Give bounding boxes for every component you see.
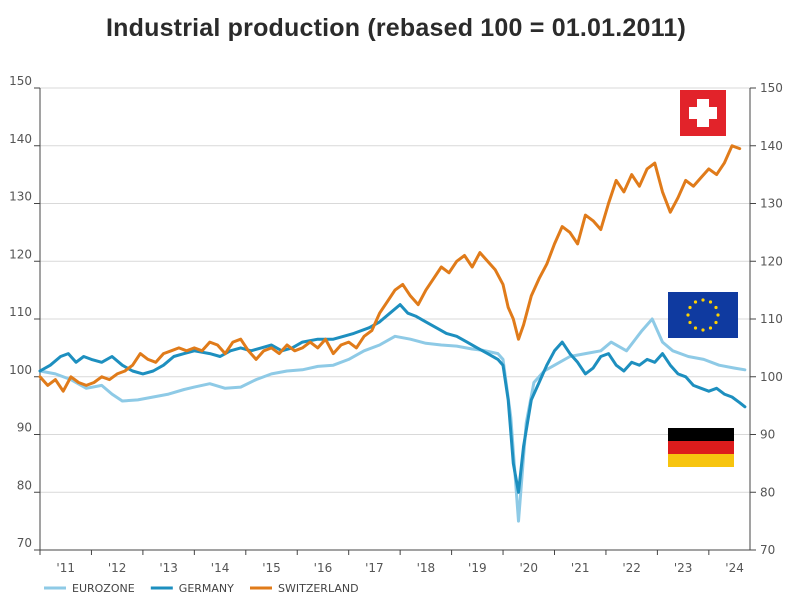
eu-star — [701, 298, 705, 302]
y-tick-label-left: 140 — [9, 132, 32, 146]
series-group — [38, 144, 747, 523]
y-tick-label-left: 120 — [9, 247, 32, 261]
germany-flag-icon — [668, 428, 734, 467]
x-tick-label: '17 — [365, 561, 384, 575]
x-tick-label: '13 — [159, 561, 178, 575]
eu-star — [701, 328, 705, 332]
series-line-germany — [38, 303, 747, 494]
y-tick-label-left: 80 — [17, 478, 32, 492]
x-tick-label: '21 — [571, 561, 590, 575]
eu-star — [714, 320, 718, 325]
legend: EUROZONE GERMANY SWITZERLAND — [44, 582, 359, 595]
y-tick-label-right: 110 — [760, 312, 783, 326]
gridlines — [40, 87, 750, 493]
y-tick-label-right: 70 — [760, 543, 775, 557]
y-tick-label-right: 100 — [760, 370, 783, 384]
switzerland-flag-icon — [680, 90, 726, 136]
legend-label-germany: GERMANY — [179, 582, 234, 595]
y-tick-label-right: 150 — [760, 81, 783, 95]
y-tick-label-left: 150 — [9, 74, 32, 88]
x-tick-label: '12 — [108, 561, 127, 575]
eu-flag-icon — [668, 292, 738, 338]
chart-title: Industrial production (rebased 100 = 01.… — [106, 14, 686, 42]
eu-star — [693, 326, 698, 330]
x-tick-label: '20 — [519, 561, 538, 575]
y-axis-left: 70 80 90 100 110 120 130 140 150 — [9, 74, 32, 550]
y-tick-label-left: 90 — [17, 421, 32, 435]
eu-star — [708, 300, 713, 304]
eu-star — [688, 320, 692, 325]
eu-star — [714, 305, 718, 310]
y-axis-right: 70 80 90 100 110 120 130 140 150 — [760, 81, 783, 557]
x-axis: '11 '12 '13 '14 '15 '16 '17 '18 '19 '20 '21 '22 '23 '… — [56, 561, 743, 575]
legend-label-eurozone: EUROZONE — [72, 582, 135, 595]
y-tick-label-left: 70 — [17, 536, 32, 550]
x-tick-label: '18 — [417, 561, 436, 575]
x-tick-label: '14 — [211, 561, 230, 575]
x-tick-label: '24 — [725, 561, 744, 575]
axes — [34, 87, 756, 555]
y-tick-label-left: 130 — [9, 190, 32, 204]
eu-star — [708, 326, 713, 330]
series-line-eurozone — [38, 317, 747, 523]
eu-star — [693, 300, 698, 304]
y-tick-label-right: 120 — [760, 254, 783, 268]
x-tick-label: '16 — [314, 561, 333, 575]
eu-star — [688, 305, 692, 310]
x-tick-label: '19 — [468, 561, 487, 575]
y-tick-label-right: 130 — [760, 197, 783, 211]
x-tick-label: '22 — [622, 561, 641, 575]
legend-label-switzerland: SWITZERLAND — [278, 582, 359, 595]
y-tick-label-left: 100 — [9, 363, 32, 377]
series-line-switzerland — [38, 144, 742, 393]
y-tick-label-left: 110 — [9, 305, 32, 319]
x-tick-label: '23 — [674, 561, 693, 575]
y-tick-label-right: 90 — [760, 428, 775, 442]
eu-star — [686, 313, 690, 317]
y-tick-label-right: 140 — [760, 139, 783, 153]
y-tick-label-right: 80 — [760, 485, 775, 499]
x-tick-label: '15 — [262, 561, 281, 575]
x-tick-label: '11 — [56, 561, 75, 575]
eu-star — [716, 313, 720, 317]
